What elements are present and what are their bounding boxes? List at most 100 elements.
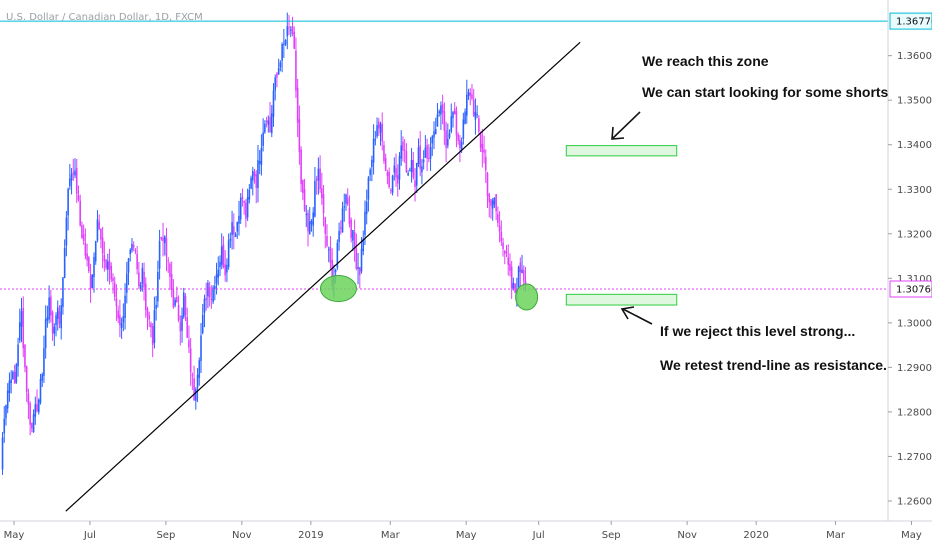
- candle: [393, 157, 396, 181]
- candle: [358, 266, 361, 289]
- candle: [462, 112, 465, 145]
- candle: [29, 401, 31, 436]
- candle: [70, 168, 73, 195]
- candle: [160, 236, 163, 241]
- candle: [414, 168, 416, 202]
- candle: [384, 153, 387, 172]
- candle: [98, 214, 100, 231]
- candle: [505, 245, 508, 258]
- candle: [315, 176, 318, 195]
- candle: [257, 144, 259, 203]
- candle: [50, 289, 52, 323]
- candle: [514, 283, 516, 294]
- candle: [13, 364, 16, 384]
- candle: [472, 88, 475, 117]
- candle: [167, 257, 170, 274]
- zones: [565, 145, 678, 306]
- candle: [352, 229, 354, 252]
- uptrend-line[interactable]: [65, 41, 581, 512]
- highlight-ellipse[interactable]: [515, 283, 539, 311]
- candle: [422, 150, 425, 170]
- candle: [288, 14, 290, 36]
- candle: [277, 58, 280, 75]
- candle: [321, 172, 323, 205]
- candle: [364, 200, 366, 245]
- candle: [303, 178, 306, 212]
- candle: [428, 144, 430, 163]
- arrow-to-upper-zone: [611, 111, 641, 140]
- supply-demand-zone[interactable]: [565, 145, 678, 157]
- candle: [409, 167, 411, 172]
- candle: [113, 276, 116, 301]
- candle: [79, 194, 81, 227]
- candle: [100, 228, 102, 249]
- candle: [200, 323, 202, 373]
- candle: [177, 295, 180, 323]
- candle: [466, 79, 468, 124]
- y-tick-label: 1.30000: [897, 318, 932, 329]
- time-axis[interactable]: May Jul Sep Nov 2019 Mar May Jul Sep Nov 2020 Mar Ma…: [4, 521, 922, 541]
- candle: [179, 315, 182, 346]
- candle: [108, 248, 111, 285]
- candle: [517, 265, 520, 288]
- candle: [310, 219, 313, 232]
- candle: [441, 94, 444, 125]
- candle: [319, 155, 321, 193]
- candle: [343, 193, 346, 222]
- candle: [488, 192, 491, 218]
- candle: [338, 222, 340, 251]
- candle: [217, 256, 220, 286]
- candle: [5, 404, 7, 426]
- candle: [512, 277, 515, 291]
- candle: [369, 167, 371, 182]
- candle: [467, 88, 470, 101]
- supply-demand-zone[interactable]: [565, 293, 678, 306]
- candle: [189, 338, 192, 386]
- candle: [246, 188, 249, 221]
- candle: [452, 110, 454, 128]
- candle: [91, 274, 94, 289]
- x-tick-label: Mar: [826, 530, 846, 541]
- candle: [362, 230, 365, 256]
- trend-line[interactable]: [65, 41, 581, 512]
- candle: [490, 199, 492, 219]
- candle: [234, 232, 237, 238]
- candle: [377, 118, 380, 136]
- candle: [410, 148, 413, 183]
- highlight-ellipse[interactable]: [319, 275, 357, 303]
- candle: [500, 220, 503, 246]
- y-tick-label: 1.33000: [897, 185, 932, 196]
- y-tick-label: 1.35000: [897, 96, 932, 107]
- candle: [12, 370, 14, 380]
- candle: [219, 255, 221, 276]
- candle: [203, 294, 206, 328]
- candle: [431, 134, 434, 156]
- candle: [53, 323, 56, 347]
- x-tick-label: 2019: [298, 530, 323, 541]
- annotation-reach-zone: We reach this zone: [642, 53, 769, 69]
- candle: [396, 164, 399, 197]
- candle: [210, 285, 213, 309]
- arrow-to-lower-zone: [620, 306, 653, 325]
- candle: [407, 170, 409, 177]
- candle: [355, 233, 358, 271]
- candle: [1, 432, 4, 475]
- candle: [15, 362, 18, 384]
- candle: [144, 277, 147, 318]
- candle: [182, 287, 185, 319]
- candle: [146, 306, 149, 331]
- candle: [36, 389, 38, 413]
- candle: [293, 26, 296, 50]
- candle: [314, 167, 316, 218]
- candle: [270, 105, 273, 138]
- candle: [18, 308, 21, 343]
- candle: [22, 296, 25, 358]
- candle: [139, 282, 142, 292]
- candle: [184, 293, 187, 322]
- candle: [289, 26, 292, 38]
- candle: [89, 263, 92, 303]
- price-axis[interactable]: 1.27000 1.28000 1.29000 1.30000 1.31000 1.320…: [888, 51, 932, 507]
- annotation-retest-trendline: We retest trend-line as resistance.: [660, 357, 887, 373]
